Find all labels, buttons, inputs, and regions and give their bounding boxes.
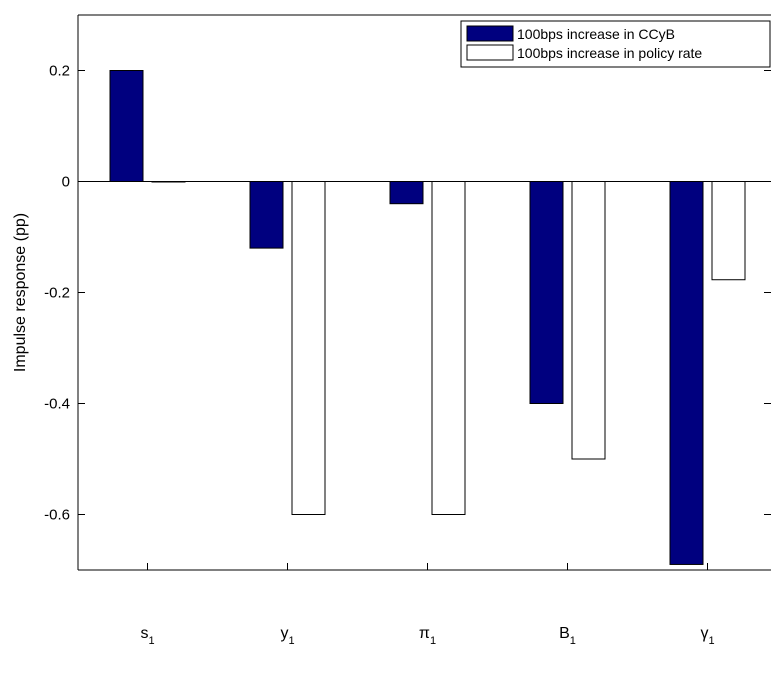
bar-ccyb <box>249 181 284 249</box>
y-ticks: 0.2 0 -0.2 -0.4 -0.6 <box>44 63 771 524</box>
bar-ccyb <box>389 181 424 205</box>
y-tick-label: 0 <box>62 174 70 191</box>
legend-swatch <box>466 25 514 42</box>
axes-layer <box>77 14 771 571</box>
x-tick-label: s1 <box>140 625 154 647</box>
legend-swatch <box>466 44 514 61</box>
x-ticks: s1 y1 π1 B1 γ1 <box>140 563 715 647</box>
bar-ccyb <box>529 181 564 404</box>
legend: 100bps increase in CCyB 100bps increase i… <box>460 20 771 68</box>
bar-policy-rate <box>431 181 466 515</box>
y-tick-label: -0.6 <box>44 507 70 524</box>
y-tick-label: 0.2 <box>49 63 70 80</box>
bars-layer <box>109 70 746 565</box>
legend-label: 100bps increase in policy rate <box>517 45 702 61</box>
bar-ccyb <box>669 181 704 565</box>
bar-policy-rate <box>711 181 746 281</box>
y-tick-label: -0.4 <box>44 396 70 413</box>
x-tick-label: y1 <box>280 625 294 647</box>
x-tick-label: γ1 <box>700 625 714 647</box>
bar-policy-rate <box>291 181 326 515</box>
x-tick-label: B1 <box>559 625 576 647</box>
bar-policy-rate <box>571 181 606 460</box>
bar-ccyb <box>109 70 144 182</box>
x-tick-label: π1 <box>419 625 436 647</box>
y-axis-title: Impulse response (pp) <box>12 213 29 372</box>
legend-label: 100bps increase in CCyB <box>517 26 675 42</box>
y-tick-label: -0.2 <box>44 285 70 302</box>
